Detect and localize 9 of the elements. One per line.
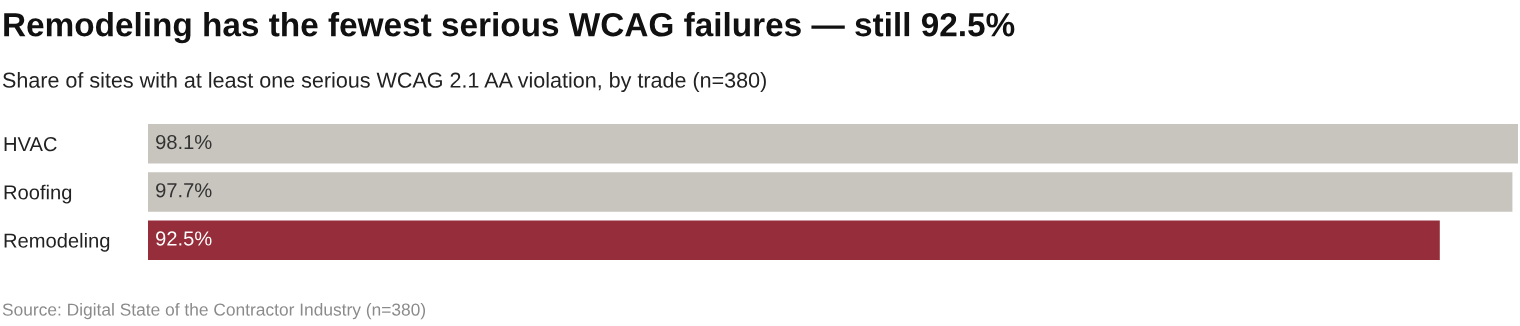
y-tick-label: HVAC: [4, 137, 57, 152]
data-label: 92.5%: [156, 231, 212, 246]
data-label: 97.7%: [156, 183, 212, 198]
chart-title: Remodeling has the fewest serious WCAG failures — still 92.5%: [4, 12, 1015, 44]
y-tick-label: Roofing: [4, 184, 72, 204]
chart-subtitle: Share of sites with at least one serious WCAG 2.1 AA violation, by trade (n=380): [2, 72, 766, 93]
y-tick-label: Remodeling: [4, 232, 110, 252]
data-label: 98.1%: [156, 134, 212, 150]
source-note: Source: Digital State of the Contractor Industry (n=380): [2, 303, 426, 320]
